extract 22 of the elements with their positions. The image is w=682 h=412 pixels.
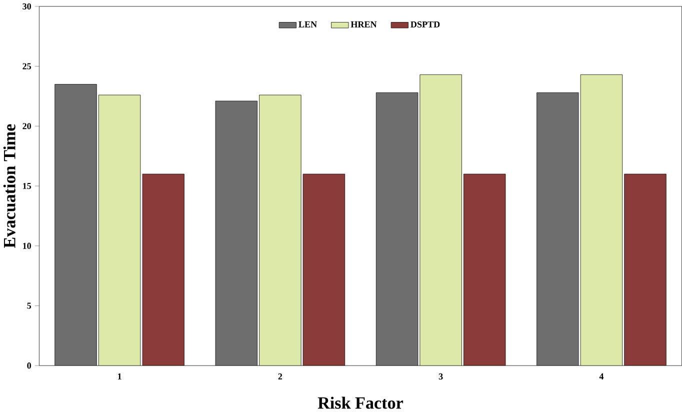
y-tick-label: 20 bbox=[22, 123, 32, 130]
y-tick-label: 15 bbox=[23, 182, 32, 189]
x-tick-label: 1 bbox=[118, 373, 122, 380]
bar bbox=[259, 94, 302, 366]
y-axis-title: Evacuation Time bbox=[3, 124, 16, 248]
y-tick-label: 0 bbox=[27, 362, 32, 369]
x-axis-title: Risk Factor bbox=[318, 396, 404, 409]
y-tick-label: 5 bbox=[27, 302, 32, 309]
x-tick-label: 4 bbox=[599, 373, 604, 380]
x-tick-label: 2 bbox=[278, 373, 282, 380]
legend-label: HREN bbox=[350, 21, 377, 28]
x-tick-label: 3 bbox=[438, 373, 443, 380]
y-tick-label: 25 bbox=[22, 63, 32, 70]
bar bbox=[98, 94, 141, 366]
bar bbox=[536, 92, 579, 366]
bar bbox=[420, 74, 462, 366]
y-tick-label: 30 bbox=[22, 3, 32, 10]
legend-label: LEN bbox=[298, 21, 317, 28]
legend-label: DSPTD bbox=[410, 21, 440, 28]
bar bbox=[580, 74, 623, 366]
y-tick-label: 10 bbox=[23, 242, 32, 249]
bar bbox=[142, 174, 184, 366]
